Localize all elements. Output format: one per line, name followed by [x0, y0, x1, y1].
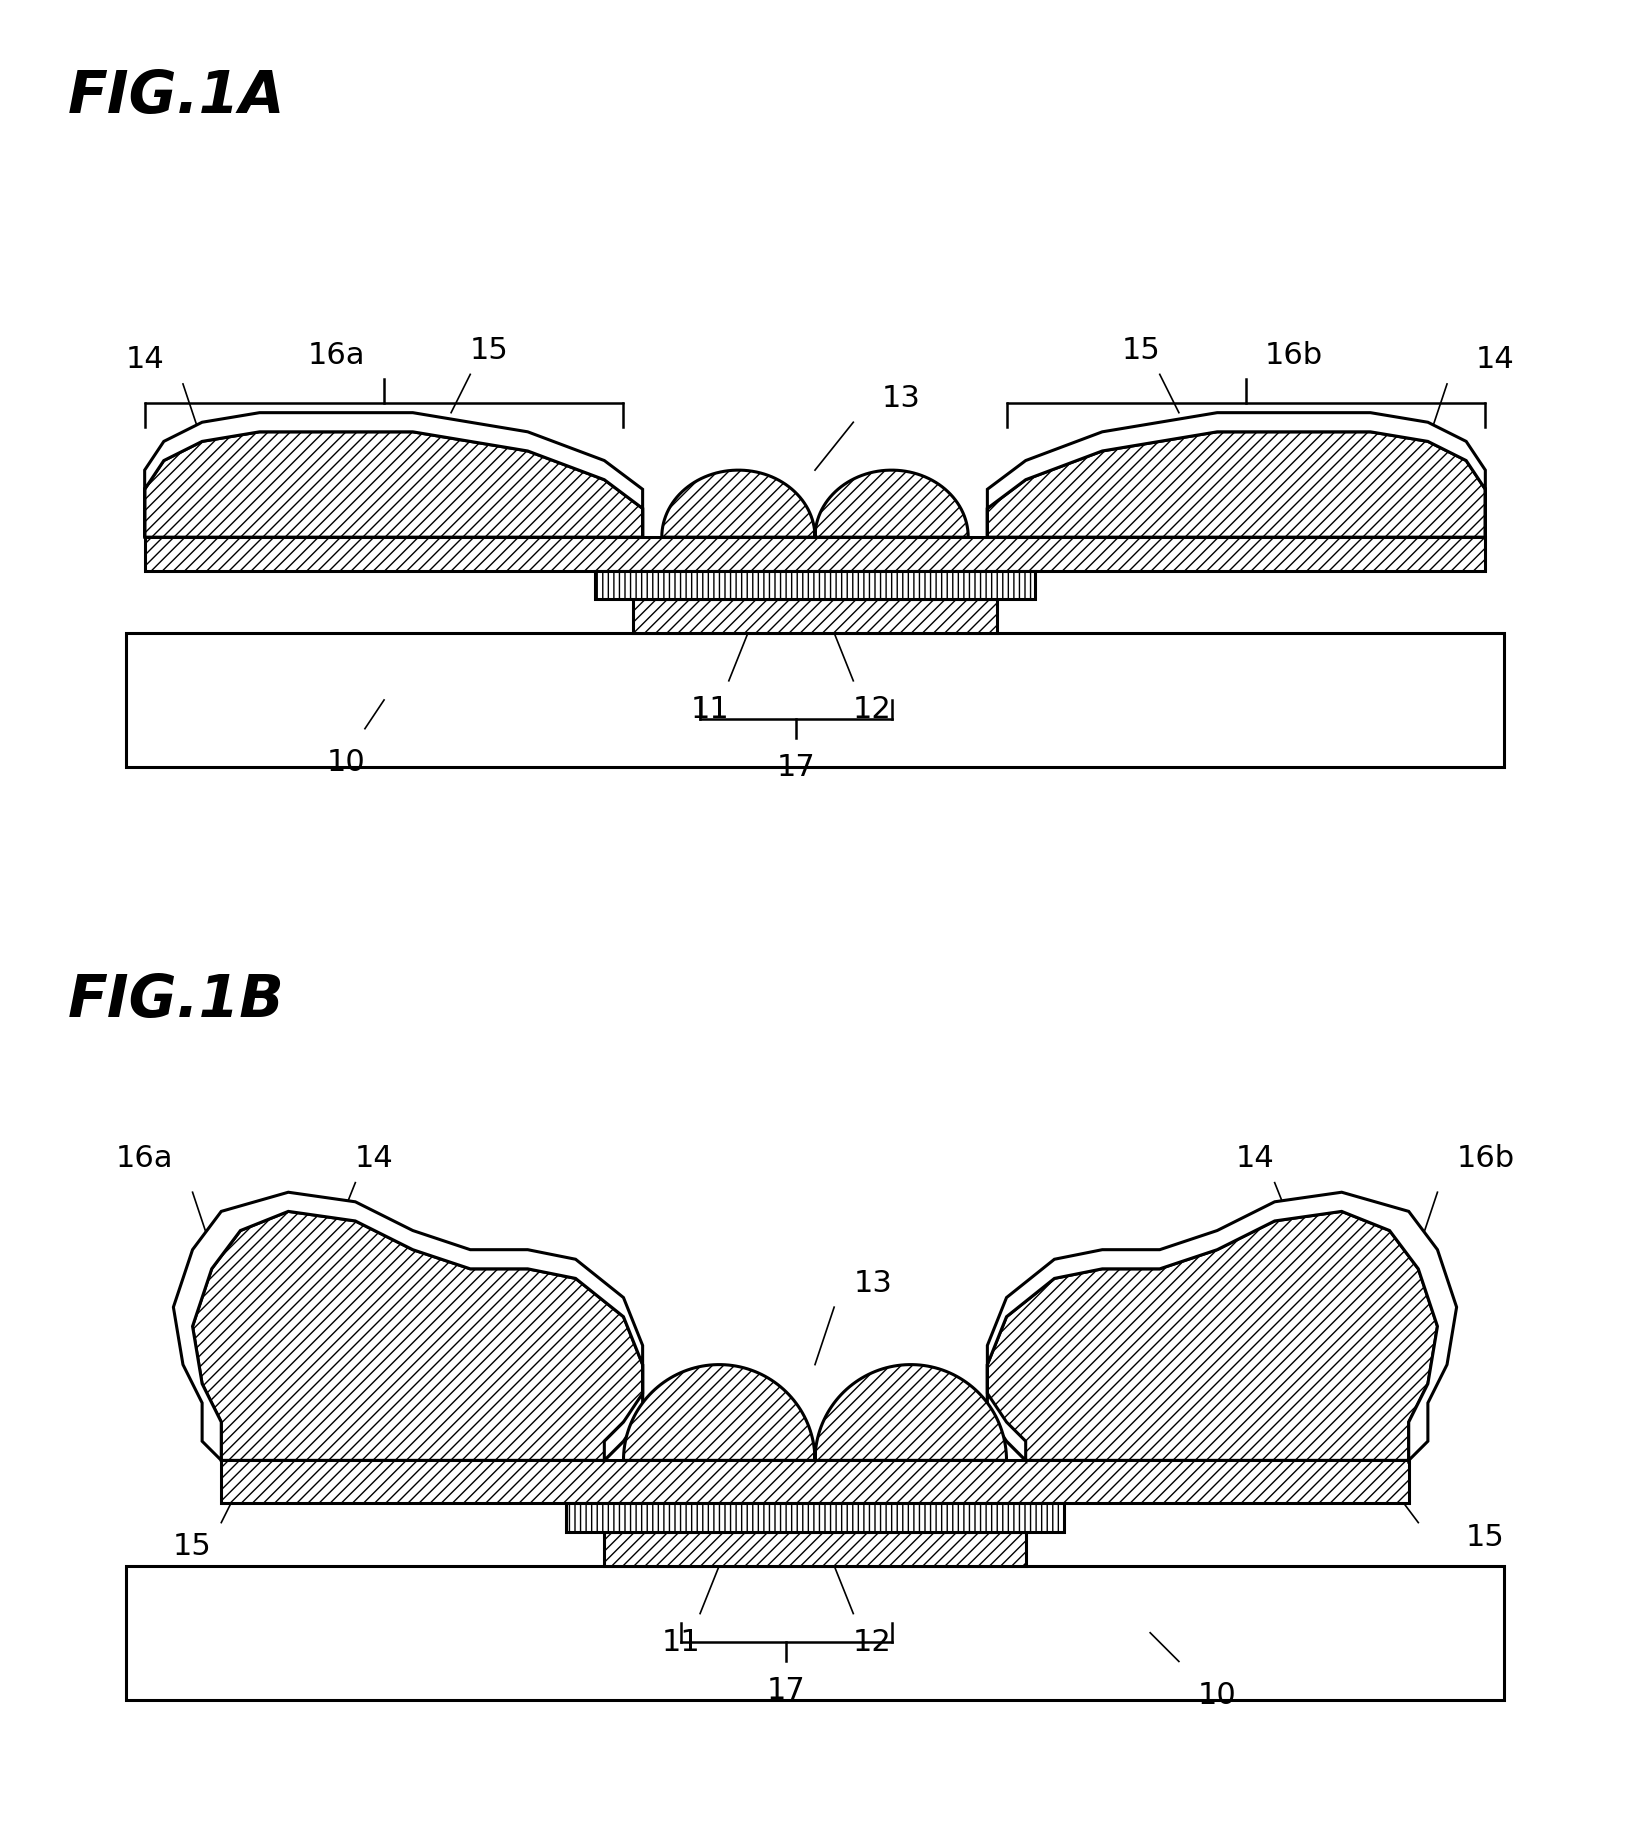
Polygon shape [988, 1192, 1457, 1461]
Text: 16b: 16b [1456, 1144, 1514, 1173]
Polygon shape [192, 1212, 642, 1461]
Text: 13: 13 [854, 1269, 892, 1297]
Text: 16a: 16a [308, 341, 365, 369]
Bar [605, 1531, 1025, 1566]
Bar [145, 537, 1485, 570]
Polygon shape [662, 470, 968, 537]
Text: 15: 15 [469, 336, 509, 365]
Text: 14: 14 [126, 345, 165, 375]
Text: 15: 15 [1121, 336, 1161, 365]
Text: 12: 12 [852, 696, 892, 725]
Bar [126, 633, 1504, 768]
Polygon shape [624, 1365, 1007, 1461]
Polygon shape [145, 413, 642, 537]
Text: 11: 11 [689, 696, 729, 725]
Text: 15: 15 [173, 1531, 212, 1561]
Text: 17: 17 [776, 753, 815, 782]
Text: 15: 15 [1467, 1522, 1504, 1552]
Polygon shape [173, 1192, 642, 1461]
Text: 12: 12 [852, 1627, 892, 1657]
Text: 11: 11 [662, 1627, 701, 1657]
Polygon shape [145, 432, 642, 537]
Bar [632, 600, 998, 633]
Polygon shape [988, 1212, 1438, 1461]
Text: 14: 14 [1475, 345, 1514, 375]
Text: FIG.1A: FIG.1A [68, 68, 285, 125]
Text: 14: 14 [1236, 1144, 1275, 1173]
Bar [566, 1504, 1064, 1531]
Text: 17: 17 [766, 1675, 805, 1705]
Bar [595, 570, 1035, 600]
Text: FIG.1B: FIG.1B [68, 972, 285, 1030]
Bar [126, 1566, 1504, 1699]
Text: 16b: 16b [1265, 341, 1324, 369]
Text: 14: 14 [355, 1144, 394, 1173]
Polygon shape [988, 413, 1485, 537]
Text: 10: 10 [1198, 1681, 1237, 1710]
Text: 13: 13 [882, 384, 921, 413]
Polygon shape [988, 432, 1485, 537]
Text: 16a: 16a [116, 1144, 173, 1173]
Bar [222, 1461, 1408, 1504]
Text: 10: 10 [326, 747, 365, 777]
